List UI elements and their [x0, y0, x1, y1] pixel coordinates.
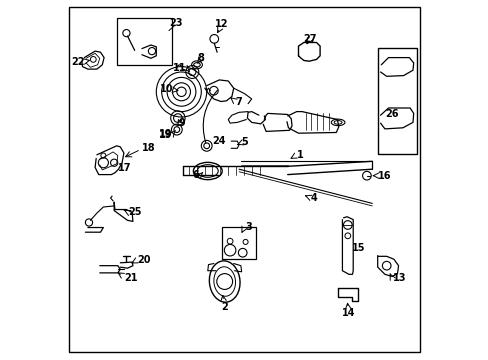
Text: 14: 14	[342, 308, 355, 318]
Bar	[377, 48, 416, 154]
Text: 19: 19	[159, 130, 172, 140]
Text: 5: 5	[241, 137, 248, 147]
Text: 4: 4	[310, 193, 317, 203]
Text: 12: 12	[215, 19, 228, 30]
Text: 3: 3	[244, 222, 251, 232]
Text: 18: 18	[142, 143, 155, 153]
Text: 9: 9	[179, 118, 185, 128]
Text: 27: 27	[303, 33, 316, 44]
Text: 15: 15	[351, 243, 365, 253]
Text: 19: 19	[159, 129, 172, 139]
Text: 23: 23	[169, 18, 183, 28]
Text: 2: 2	[221, 302, 227, 312]
Text: 22: 22	[71, 57, 84, 67]
Bar	[222, 227, 256, 259]
Text: 10: 10	[160, 84, 173, 94]
Text: 20: 20	[137, 255, 150, 265]
Text: 13: 13	[392, 273, 406, 283]
Text: 25: 25	[128, 207, 142, 217]
Text: 24: 24	[212, 136, 225, 146]
Text: 11: 11	[173, 63, 186, 73]
Text: 16: 16	[378, 171, 391, 181]
Text: 26: 26	[384, 109, 398, 120]
Text: 17: 17	[118, 163, 131, 174]
Text: 8: 8	[198, 53, 204, 63]
Text: 6: 6	[192, 170, 199, 180]
Text: 1: 1	[296, 150, 303, 160]
Text: 7: 7	[235, 96, 242, 107]
Bar	[117, 18, 172, 65]
Text: 21: 21	[123, 273, 137, 283]
